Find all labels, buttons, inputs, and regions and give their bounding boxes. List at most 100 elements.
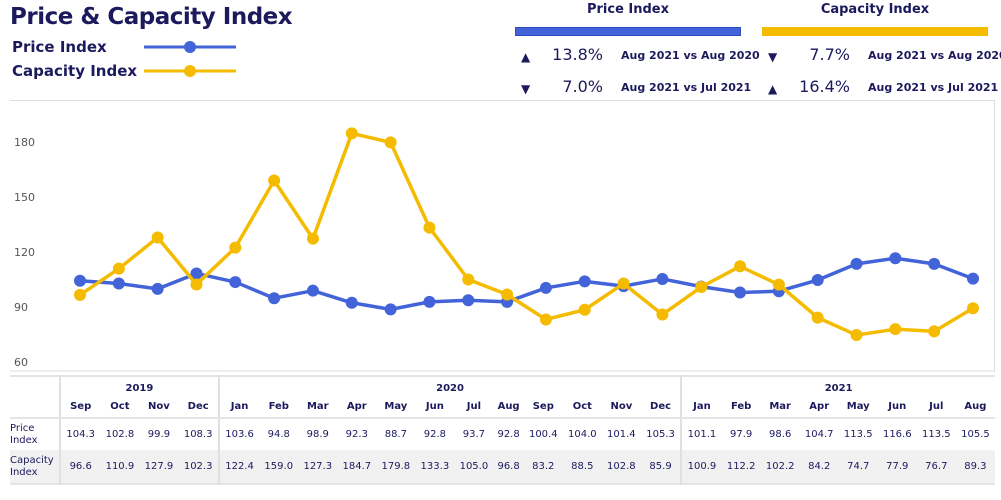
- month-header: Jan: [680, 396, 722, 419]
- price-cell: 113.5: [921, 429, 951, 440]
- capacity-cell: 133.3: [415, 450, 455, 484]
- data-point: [423, 295, 436, 308]
- legend-capacity: Capacity Index: [12, 62, 236, 80]
- month-header: May: [376, 396, 416, 419]
- data-point: [772, 278, 785, 291]
- y-tick-label: 120: [14, 246, 35, 259]
- y-tick-label: 150: [14, 191, 35, 204]
- data-point: [190, 267, 203, 280]
- data-point: [889, 323, 902, 336]
- data-point: [190, 278, 203, 291]
- price-cell: 92.8: [423, 429, 446, 440]
- capacity-cell: 110.9: [100, 450, 140, 484]
- data-point: [345, 296, 358, 309]
- series-line-capacity: [79, 131, 974, 337]
- data-point: [850, 329, 863, 342]
- y-tick-label: 60: [14, 356, 28, 369]
- capacity-cell: 179.8: [376, 450, 416, 484]
- series-line-price: [79, 256, 974, 312]
- legend-line-icon: [144, 65, 236, 77]
- month-header: Mar: [298, 396, 338, 419]
- data-point: [501, 288, 514, 301]
- month-header: Feb: [721, 396, 761, 419]
- price-cell: 101.1: [680, 418, 722, 450]
- price-cell: 108.3: [183, 429, 213, 440]
- data-point: [578, 275, 591, 288]
- price-cell: 100.4: [528, 429, 558, 440]
- data-point: [74, 274, 86, 287]
- capacity-cell: 96.8: [493, 450, 524, 484]
- data-point: [734, 286, 747, 299]
- capacity-cell: 83.2: [523, 450, 563, 484]
- kpi-percent: 7.7%: [809, 45, 850, 64]
- capacity-cell: 77.9: [877, 450, 917, 484]
- capacity-cell: 122.4: [217, 450, 260, 484]
- kpi-comparison: Aug 2021 vs Aug 2020: [868, 49, 1001, 62]
- data-point: [539, 281, 552, 294]
- data-point: [734, 260, 747, 273]
- data-point: [656, 308, 669, 321]
- price-cell: 98.9: [306, 429, 329, 440]
- capacity-cell: 159.0: [259, 450, 299, 484]
- capacity-cell: 127.9: [139, 450, 179, 484]
- price-cell: 92.3: [345, 429, 368, 440]
- price-cell: 104.3: [58, 418, 101, 450]
- data-point: [229, 276, 242, 289]
- row-label: Capacity Index: [10, 450, 60, 484]
- kpi-price-bar: [515, 27, 741, 36]
- capacity-cell: 102.3: [178, 450, 219, 484]
- data-point: [850, 257, 863, 270]
- data-point: [462, 273, 475, 286]
- month-header: May: [838, 396, 878, 419]
- capacity-cell: 84.2: [799, 450, 839, 484]
- data-point: [617, 277, 630, 290]
- kpi-capacity-bar: [762, 27, 988, 36]
- data-point: [889, 252, 902, 265]
- capacity-cell: 127.3: [298, 450, 338, 484]
- data-point: [656, 272, 669, 285]
- data-point: [967, 302, 979, 315]
- price-cell: 98.6: [769, 429, 792, 440]
- month-header: Jul: [916, 396, 956, 419]
- data-point: [268, 292, 281, 305]
- data-point: [811, 274, 824, 287]
- month-header: Apr: [337, 396, 377, 419]
- month-header: Sep: [58, 396, 101, 419]
- y-tick-label: 180: [14, 136, 35, 149]
- price-cell: 104.7: [804, 429, 834, 440]
- data-point: [151, 282, 164, 295]
- month-header: Jul: [454, 396, 494, 419]
- data-point: [306, 284, 319, 297]
- month-header: Sep: [523, 396, 563, 419]
- triangle-up-icon: ▲: [768, 82, 778, 96]
- data-point: [967, 272, 979, 285]
- legend-label: Price Index: [12, 38, 107, 56]
- line-chart: 60 90 120 150 180: [10, 100, 995, 372]
- legend-price: Price Index: [12, 38, 236, 56]
- data-point: [539, 313, 552, 326]
- legend-line-icon: [144, 41, 236, 53]
- year-header: 2020: [217, 376, 682, 396]
- y-tick-label: 90: [14, 301, 28, 314]
- kpi-percent: 13.8%: [552, 45, 603, 64]
- data-point: [811, 311, 824, 324]
- data-point: [345, 127, 358, 140]
- data-point: [384, 136, 397, 149]
- kpi-capacity-header: Capacity Index: [820, 2, 930, 17]
- price-cell: 116.6: [882, 429, 912, 440]
- price-cell: 105.3: [646, 429, 675, 440]
- month-header: Jan: [217, 396, 260, 419]
- month-header: Dec: [640, 396, 682, 419]
- year-header: 2021: [680, 376, 995, 396]
- month-header: Nov: [139, 396, 179, 419]
- price-cell: 92.8: [497, 429, 520, 440]
- kpi-comparison: Aug 2021 vs Aug 2020: [621, 49, 760, 62]
- capacity-cell: 102.8: [601, 450, 641, 484]
- legend-label: Capacity Index: [12, 62, 138, 80]
- data-point: [112, 262, 125, 275]
- page-title: Price & Capacity Index: [10, 4, 293, 30]
- price-cell: 102.8: [105, 429, 135, 440]
- month-header: Dec: [178, 396, 219, 419]
- kpi-percent: 16.4%: [799, 77, 850, 96]
- price-cell: 88.7: [384, 429, 407, 440]
